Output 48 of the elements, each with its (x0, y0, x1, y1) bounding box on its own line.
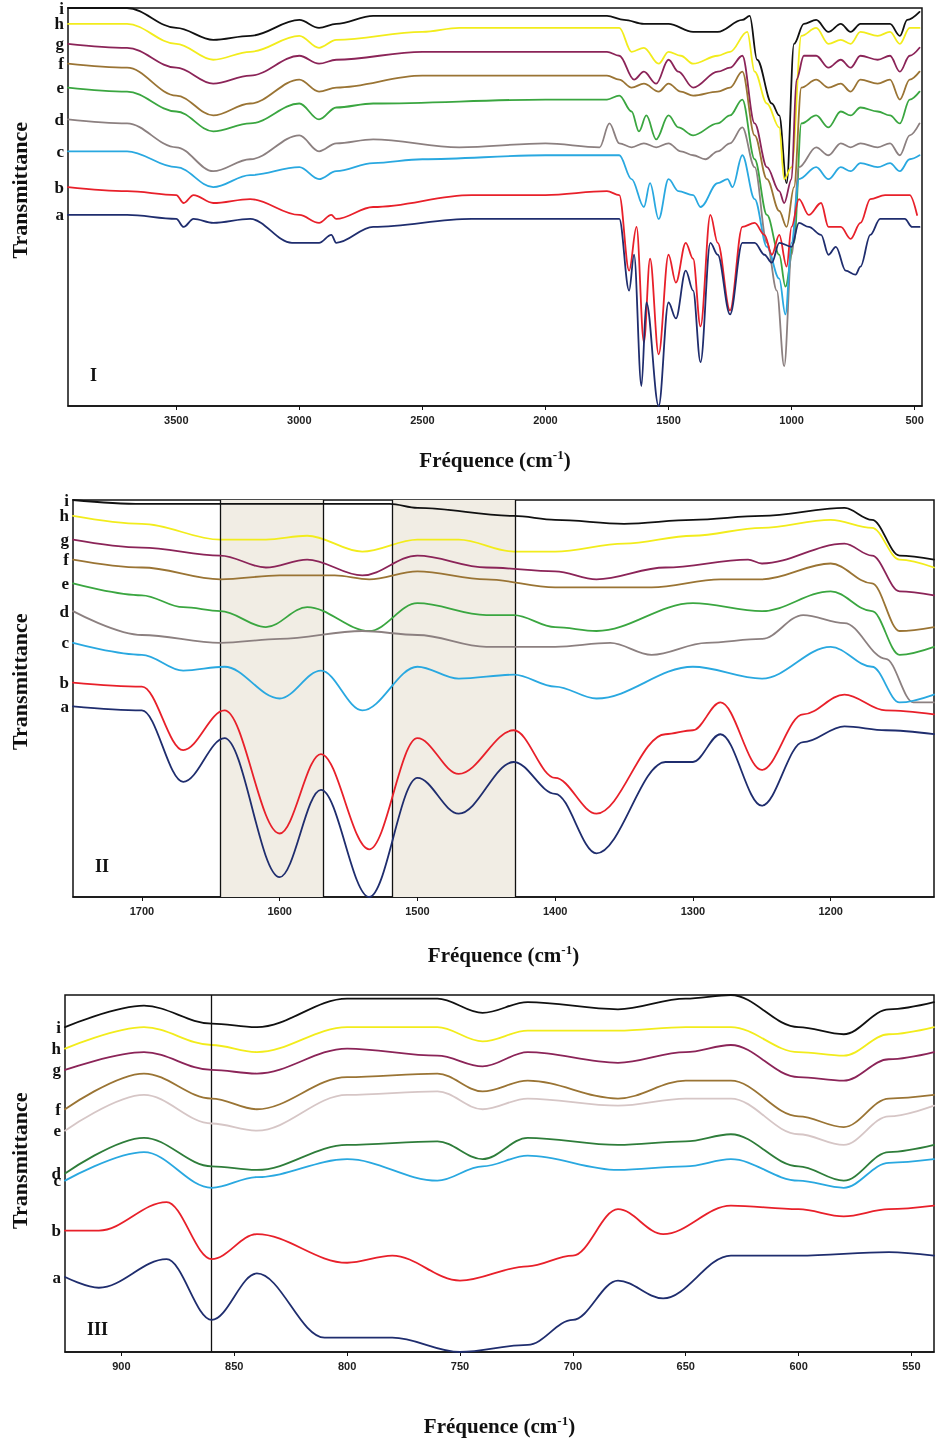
series-label: h (51, 1039, 62, 1059)
x-tick-label: 1400 (542, 904, 568, 917)
x-tick-label: 650 (676, 1359, 695, 1372)
series-label: g (52, 1060, 62, 1080)
x-tick-label: 2500 (410, 413, 435, 426)
x-tick-label: 850 (225, 1359, 244, 1372)
x-tick-label: 700 (563, 1359, 583, 1372)
series-label: b (59, 673, 69, 693)
x-tick-label: 1500 (656, 413, 681, 426)
x-tick-label: 3000 (287, 413, 312, 426)
x-tick-label: 750 (450, 1359, 470, 1372)
series-label: f (63, 550, 70, 570)
x-tick-label: 1500 (405, 904, 430, 917)
series-label: b (54, 177, 64, 197)
x-tick-label: 2000 (533, 413, 558, 426)
series-label: e (56, 78, 65, 98)
annotation: II (95, 856, 110, 876)
series-label: d (59, 601, 70, 621)
series-label: c (61, 633, 70, 653)
series-label: d (54, 109, 65, 129)
y-axis-title: Transmittance (6, 121, 32, 259)
x-tick-label: 3500 (164, 413, 189, 426)
series-label: a (52, 1267, 62, 1287)
series-label: e (53, 1121, 62, 1141)
series-label: g (60, 530, 70, 550)
series-label: e (61, 573, 70, 593)
x-tick-label: 1000 (779, 413, 804, 426)
x-tick-label: 1700 (129, 904, 155, 917)
series-label: i (56, 1017, 62, 1037)
annotation: III (87, 1319, 109, 1339)
y-axis-title: Transmittance (6, 613, 32, 750)
annotation: I (90, 365, 98, 385)
y-axis-title: Transmittance (6, 1092, 32, 1229)
series-label: c (56, 141, 65, 161)
x-tick-label: 1600 (267, 904, 292, 917)
x-tick-label: 900 (112, 1359, 131, 1372)
x-tick-label: 1200 (818, 904, 843, 917)
x-tick-label: 500 (905, 413, 924, 426)
x-tick-label: 600 (789, 1359, 808, 1372)
series-label: g (55, 34, 65, 54)
series-label: f (58, 54, 65, 74)
series-label: a (55, 205, 65, 225)
series-label: b (51, 1221, 61, 1241)
x-tick-label: 800 (337, 1359, 357, 1372)
x-tick-label: 1300 (680, 904, 706, 917)
series-label: f (55, 1099, 62, 1119)
x-tick-label: 550 (902, 1359, 921, 1372)
series-label: a (60, 696, 70, 716)
